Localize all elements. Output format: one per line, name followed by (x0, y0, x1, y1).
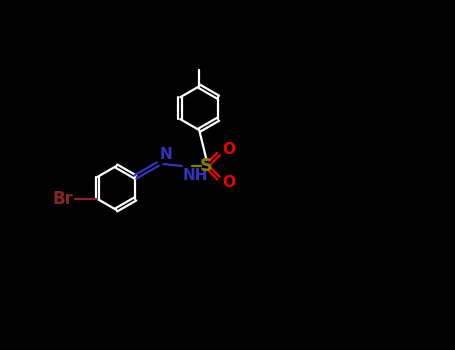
Text: Br: Br (52, 190, 73, 208)
Text: O: O (222, 175, 236, 190)
Text: NH: NH (182, 168, 208, 183)
Text: O: O (222, 142, 236, 157)
Text: N: N (159, 147, 172, 162)
Text: S: S (200, 157, 213, 175)
